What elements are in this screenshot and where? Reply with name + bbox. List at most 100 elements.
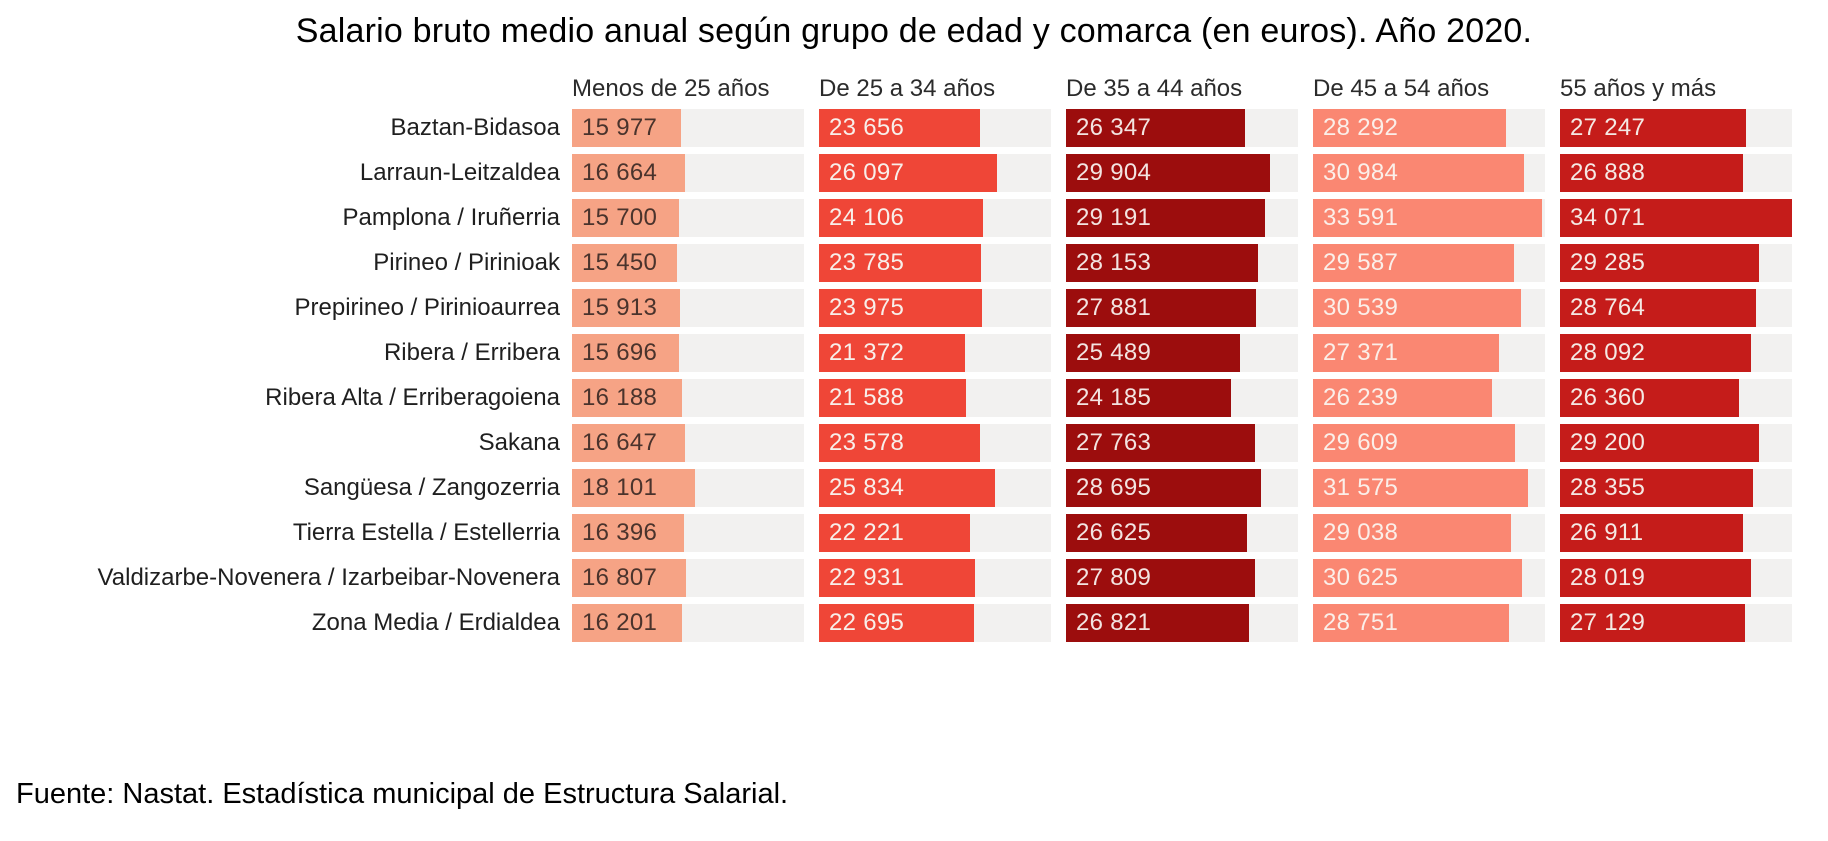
bar-cell: 26 888 xyxy=(1560,154,1792,192)
value-bar: 18 101 xyxy=(572,469,696,507)
value-bar: 33 591 xyxy=(1313,199,1542,237)
column-header-35-44: De 35 a 44 años xyxy=(1066,75,1243,102)
bar-value: 26 821 xyxy=(1076,609,1152,636)
bar-cell: 15 913 xyxy=(572,289,804,327)
chart-row: Baztan-Bidasoa 15 977 23 656 26 347 28 292 2… xyxy=(12,109,1816,147)
bar-value: 21 372 xyxy=(829,339,905,366)
bar-cell: 22 221 xyxy=(819,514,1051,552)
bar-value: 25 834 xyxy=(829,474,905,501)
bar-cell: 34 071 xyxy=(1560,199,1792,237)
row-label: Pamplona / Iruñerria xyxy=(342,204,560,231)
value-bar: 27 763 xyxy=(1066,424,1256,462)
value-bar: 15 913 xyxy=(572,289,681,327)
row-label: Tierra Estella / Estellerria xyxy=(292,519,560,546)
bar-value: 16 664 xyxy=(582,159,658,186)
bar-cell: 26 625 xyxy=(1066,514,1298,552)
bar-cell: 16 647 xyxy=(572,424,804,462)
value-bar: 26 347 xyxy=(1066,109,1246,147)
bar-cell: 31 575 xyxy=(1313,469,1545,507)
bar-value: 16 647 xyxy=(582,429,658,456)
value-bar: 16 188 xyxy=(572,379,683,417)
bar-cell: 28 019 xyxy=(1560,559,1792,597)
value-bar: 24 106 xyxy=(819,199,984,237)
bar-value: 24 185 xyxy=(1076,384,1152,411)
bar-cell: 30 984 xyxy=(1313,154,1545,192)
bar-value: 23 656 xyxy=(829,114,905,141)
bar-cell: 29 200 xyxy=(1560,424,1792,462)
bar-cell: 23 785 xyxy=(819,244,1051,282)
value-bar: 22 931 xyxy=(819,559,976,597)
bar-value: 27 881 xyxy=(1076,294,1152,321)
bar-cell: 28 751 xyxy=(1313,604,1545,642)
value-bar: 30 625 xyxy=(1313,559,1522,597)
value-bar: 26 097 xyxy=(819,154,997,192)
row-label: Zona Media / Erdialdea xyxy=(311,609,560,636)
bar-value: 27 371 xyxy=(1323,339,1399,366)
bar-cell: 27 763 xyxy=(1066,424,1298,462)
value-bar: 26 239 xyxy=(1313,379,1492,417)
row-label: Baztan-Bidasoa xyxy=(390,114,560,141)
value-bar: 26 888 xyxy=(1560,154,1744,192)
column-header-55-plus: 55 años y más xyxy=(1560,75,1717,102)
value-bar: 29 587 xyxy=(1313,244,1515,282)
chart-row: Tierra Estella / Estellerria 16 396 22 22… xyxy=(12,514,1816,552)
bar-cell: 27 881 xyxy=(1066,289,1298,327)
chart-row: Larraun-Leitzaldea 16 664 26 097 29 904 30 … xyxy=(12,154,1816,192)
bar-cell: 27 809 xyxy=(1066,559,1298,597)
value-bar: 22 221 xyxy=(819,514,971,552)
bar-cell: 26 097 xyxy=(819,154,1051,192)
bar-cell: 24 185 xyxy=(1066,379,1298,417)
chart-row: Ribera / Erribera 15 696 21 372 25 489 27 3… xyxy=(12,334,1816,372)
value-bar: 28 092 xyxy=(1560,334,1752,372)
bar-cell: 29 038 xyxy=(1313,514,1545,552)
bar-cell: 15 450 xyxy=(572,244,804,282)
bar-value: 26 888 xyxy=(1570,159,1646,186)
value-bar: 23 785 xyxy=(819,244,981,282)
row-label: Valdizarbe-Novenera / Izarbeibar-Novener… xyxy=(97,564,560,591)
bar-cell: 27 247 xyxy=(1560,109,1792,147)
value-bar: 26 360 xyxy=(1560,379,1740,417)
bar-cell: 15 700 xyxy=(572,199,804,237)
bar-value: 26 360 xyxy=(1570,384,1646,411)
chart-row: Sakana 16 647 23 578 27 763 29 609 29 200 xyxy=(12,424,1816,462)
bar-value: 26 239 xyxy=(1323,384,1399,411)
bar-value: 23 785 xyxy=(829,249,905,276)
bar-cell: 22 931 xyxy=(819,559,1051,597)
value-bar: 26 625 xyxy=(1066,514,1248,552)
bar-value: 15 450 xyxy=(582,249,658,276)
value-bar: 16 201 xyxy=(572,604,683,642)
value-bar: 25 834 xyxy=(819,469,995,507)
row-label: Sangüesa / Zangozerria xyxy=(303,474,560,501)
source-note: Fuente: Nastat. Estadística municipal de… xyxy=(16,778,789,810)
bar-value: 30 625 xyxy=(1323,564,1399,591)
bar-value: 27 809 xyxy=(1076,564,1152,591)
bar-cell: 29 609 xyxy=(1313,424,1545,462)
bar-cell: 16 807 xyxy=(572,559,804,597)
row-label: Larraun-Leitzaldea xyxy=(359,159,560,186)
column-header-25-34: De 25 a 34 años xyxy=(819,75,996,102)
bar-cell: 25 489 xyxy=(1066,334,1298,372)
salary-bar-chart: Menos de 25 años De 25 a 34 años De 35 a… xyxy=(12,69,1816,642)
bar-value: 24 106 xyxy=(829,204,905,231)
chart-row: Sangüesa / Zangozerria 18 101 25 834 28 69… xyxy=(12,469,1816,507)
value-bar: 22 695 xyxy=(819,604,974,642)
bar-value: 15 700 xyxy=(582,204,658,231)
bar-value: 28 153 xyxy=(1076,249,1152,276)
bar-value: 23 578 xyxy=(829,429,905,456)
bar-value: 28 695 xyxy=(1076,474,1152,501)
value-bar: 21 588 xyxy=(819,379,966,417)
bar-value: 22 695 xyxy=(829,609,905,636)
value-bar: 28 355 xyxy=(1560,469,1754,507)
bar-value: 27 247 xyxy=(1570,114,1646,141)
column-header-45-54: De 45 a 54 años xyxy=(1313,75,1490,102)
bar-cell: 28 292 xyxy=(1313,109,1545,147)
bar-value: 22 931 xyxy=(829,564,905,591)
value-bar: 29 904 xyxy=(1066,154,1270,192)
bar-cell: 29 904 xyxy=(1066,154,1298,192)
bar-value: 28 355 xyxy=(1570,474,1646,501)
bar-value: 21 588 xyxy=(829,384,905,411)
bar-value: 30 539 xyxy=(1323,294,1399,321)
bar-value: 34 071 xyxy=(1570,204,1646,231)
bar-cell: 29 285 xyxy=(1560,244,1792,282)
bar-value: 31 575 xyxy=(1323,474,1399,501)
